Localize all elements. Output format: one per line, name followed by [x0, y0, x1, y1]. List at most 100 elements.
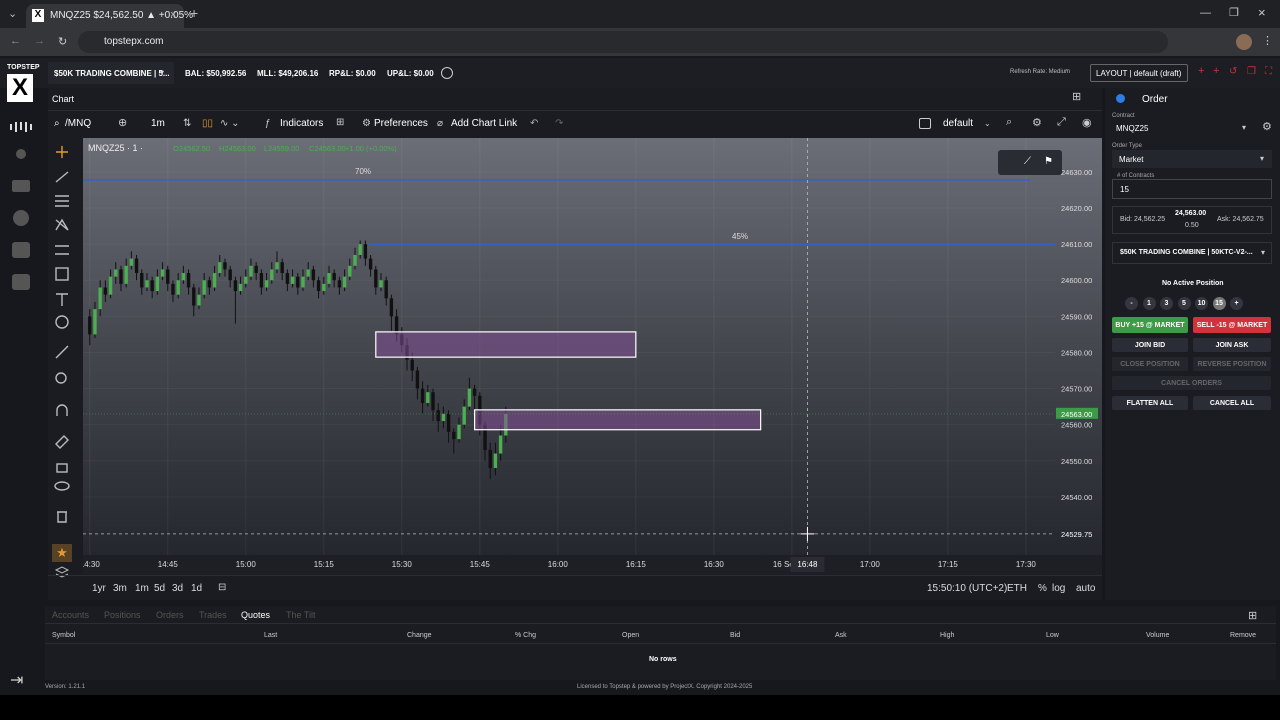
range[interactable]: 1yr	[92, 583, 106, 594]
join-bid[interactable]: JOIN BID	[1112, 338, 1188, 352]
tab[interactable]: The Tilt	[286, 610, 316, 620]
ruler-tool[interactable]	[55, 345, 69, 359]
cancel-orders[interactable]: CANCEL ORDERS	[1112, 376, 1271, 390]
range[interactable]: 5d	[154, 583, 166, 594]
tab[interactable]: Positions	[104, 610, 141, 620]
channel-tool[interactable]	[55, 245, 69, 255]
bottom-add[interactable]: ⊞	[1248, 610, 1258, 622]
search[interactable]: ⌕	[54, 118, 60, 129]
fib-tool[interactable]	[55, 195, 69, 207]
interval[interactable]: 1m	[151, 118, 165, 129]
reset[interactable]: ↺	[1229, 66, 1238, 77]
omnibox[interactable]: topstepx.com	[78, 31, 1168, 53]
settings[interactable]: ⚙	[1032, 117, 1042, 129]
close-window[interactable]: ×	[1258, 5, 1266, 20]
tab[interactable]: X MNQZ25 $24,562.50 ▲ +0.05% ×	[26, 4, 193, 28]
join-ask[interactable]: JOIN ASK	[1193, 338, 1271, 352]
tab[interactable]: Trades	[199, 610, 227, 620]
add-widget[interactable]: +	[1198, 65, 1205, 77]
range[interactable]: 3d	[172, 583, 184, 594]
qty-button[interactable]: 15	[1212, 297, 1226, 310]
add-widget-2[interactable]: +	[1213, 65, 1220, 77]
line-draw[interactable]: ⟋	[1024, 156, 1031, 167]
reload[interactable]: ↻	[58, 36, 68, 48]
emoji-tool[interactable]	[55, 315, 69, 329]
close-position[interactable]: CLOSE POSITION	[1112, 357, 1188, 371]
panel-add[interactable]: ⊞	[1072, 91, 1082, 103]
undo[interactable]: ↶	[530, 118, 539, 129]
forward[interactable]: →	[34, 35, 45, 47]
layout-select[interactable]: LAYOUT | default (draft)	[1090, 64, 1188, 82]
preferences[interactable]: Preferences	[374, 118, 428, 129]
zoom[interactable]: ⌕	[1006, 116, 1013, 128]
log[interactable]: log	[1052, 583, 1066, 594]
bar-type[interactable]: ⇅	[183, 118, 192, 129]
favorites-tool[interactable]: ★	[56, 545, 68, 560]
eye-tool[interactable]	[54, 481, 70, 491]
auto[interactable]: auto	[1076, 583, 1096, 594]
template[interactable]: default	[943, 118, 974, 129]
range[interactable]: 1d	[191, 583, 203, 594]
session[interactable]: ETH	[1007, 583, 1027, 594]
minimize[interactable]: —	[1200, 7, 1211, 19]
order-type-select[interactable]: Market ▾	[1112, 150, 1272, 168]
reverse-position[interactable]: REVERSE POSITION	[1193, 357, 1271, 371]
qty-button[interactable]: 1	[1142, 297, 1156, 310]
snapshot[interactable]: ◉	[1082, 117, 1092, 129]
cancel-all[interactable]: CANCEL ALL	[1193, 396, 1271, 410]
templates[interactable]: ⊞	[336, 117, 345, 128]
trendline-tool[interactable]	[55, 171, 69, 183]
tab[interactable]: Accounts	[52, 610, 90, 620]
rect-tool[interactable]	[55, 267, 69, 281]
pencil-lock[interactable]	[55, 435, 69, 449]
popout[interactable]: ❐	[1247, 66, 1256, 77]
tab[interactable]: Orders	[156, 610, 184, 620]
account-select[interactable]: $50K TRADING COMBINE | 5... ▾	[48, 62, 174, 84]
qty-button[interactable]: 5	[1177, 297, 1191, 310]
cursor-tool[interactable]	[56, 146, 68, 158]
people-icon[interactable]	[16, 149, 26, 159]
range[interactable]: 3m	[113, 583, 127, 594]
layout-icon[interactable]	[919, 118, 931, 129]
order-settings[interactable]: ⚙	[1262, 121, 1272, 133]
close-tab[interactable]: ×	[170, 9, 177, 21]
text-tool[interactable]	[56, 293, 68, 306]
zoom-tool[interactable]	[55, 372, 67, 384]
flatten-all[interactable]: FLATTEN ALL	[1112, 396, 1188, 410]
gear[interactable]: ⚙	[362, 118, 371, 129]
symbol[interactable]: /MNQ	[65, 118, 92, 129]
analytics-icon[interactable]	[12, 180, 30, 192]
chart-icon[interactable]	[10, 122, 32, 132]
sell-button[interactable]: SELL -15 @ MARKET	[1193, 317, 1271, 333]
fx[interactable]: ƒ	[265, 118, 271, 129]
logout[interactable]: ⇥	[10, 672, 24, 689]
fullscreen[interactable]: ⛶	[1265, 66, 1272, 77]
qty-button[interactable]: -	[1125, 297, 1138, 310]
redo[interactable]: ↷	[555, 118, 564, 129]
account-select[interactable]: $50K TRADING COMBINE | 50KTC-V2-... ▾	[1112, 242, 1272, 264]
settings-icon[interactable]	[13, 210, 29, 226]
range[interactable]: 1m	[135, 583, 149, 594]
buy-button[interactable]: BUY +15 @ MARKET	[1112, 317, 1188, 333]
qty-button[interactable]: 10	[1195, 297, 1208, 310]
contract[interactable]: MNQZ25	[1116, 124, 1149, 133]
profile[interactable]	[1236, 34, 1252, 50]
date-range[interactable]: ⊟	[218, 582, 227, 593]
compare[interactable]: ⊕	[118, 117, 128, 129]
magnet-tool[interactable]	[56, 404, 68, 416]
candles[interactable]: ▯▯	[202, 118, 214, 129]
tab[interactable]: Quotes	[241, 610, 271, 620]
percent[interactable]: %	[1038, 583, 1047, 594]
flag-draw[interactable]: ⚑	[1044, 156, 1053, 167]
expand[interactable]: ⤢	[1057, 116, 1066, 128]
line-type[interactable]: ∿ ⌄	[220, 118, 240, 129]
new-tab[interactable]: +	[190, 5, 199, 21]
qty-button[interactable]: +	[1230, 297, 1243, 310]
help-icon[interactable]	[12, 274, 30, 290]
pattern-tool[interactable]	[55, 218, 69, 231]
indicators[interactable]: Indicators	[280, 118, 324, 129]
tv-icon[interactable]	[12, 242, 30, 258]
menu[interactable]: ⋮	[1262, 35, 1273, 47]
maximize[interactable]: ❐	[1229, 7, 1239, 19]
trash-tool[interactable]	[57, 511, 67, 523]
